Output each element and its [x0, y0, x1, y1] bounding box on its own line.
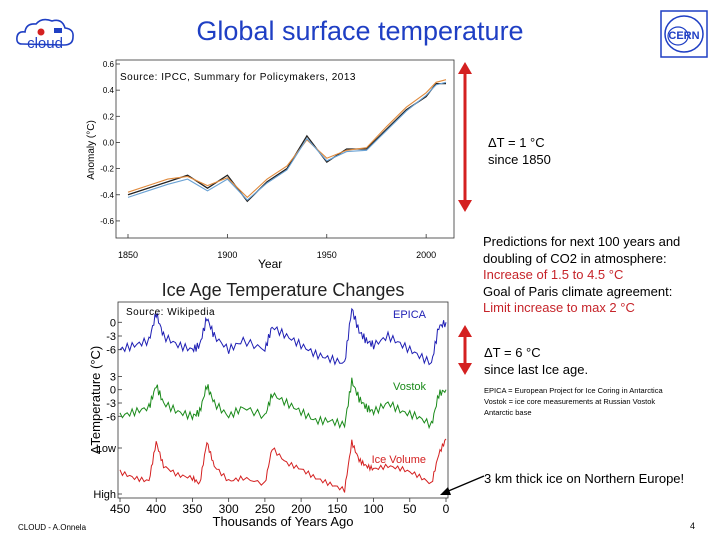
chart1-frame [115, 59, 455, 239]
chart1-y-tick-label: -0.2 [100, 165, 114, 174]
chart1-x-tick-label: 1950 [317, 250, 337, 260]
vostok-series-label: Vostok [393, 381, 427, 393]
ice-thickness-note: 3 km thick ice on Northern Europe! [484, 471, 685, 486]
chart2-series-line [119, 307, 447, 366]
epica-def-line-1: EPICA = European Project for Ice Coring … [484, 386, 663, 395]
chart2-x-ticks: 450 400 350 300 250 200 150 100 50 0 [110, 498, 450, 516]
chart1-y-tick-label: 0.4 [103, 86, 115, 95]
chart2-ylabel: ΔTemperature (°C) [88, 346, 103, 455]
epica-def-line-2: Vostok = ice core measurements at Russia… [484, 397, 656, 406]
cern-logo-text: CERN [668, 30, 699, 42]
delta-2-note: ΔT = 6 °C since last Ice age. [484, 345, 588, 378]
chart2-x-tick-label: 450 [110, 502, 130, 516]
chart2-x-tick-label: 300 [219, 502, 239, 516]
delta-1-note: ΔT = 1 °C since 1850 [488, 135, 551, 168]
chart2-x-tick-label: 150 [327, 502, 347, 516]
chart2-series-line [119, 438, 447, 493]
cloud-logo-text: cloud [27, 35, 63, 52]
page-number: 4 [690, 521, 696, 531]
chart2-y-tick-label: High [93, 489, 116, 501]
chart2-y-tick-label: 0 [110, 317, 116, 329]
chart2-xlabel: Thousands of Years Ago [213, 514, 354, 529]
chart2-y-tick-label: -6 [106, 411, 116, 423]
delta-2-line-2: since last Ice age. [484, 361, 589, 377]
delta-1-arrow [458, 62, 472, 212]
chart1-x-tick-label: 1900 [217, 250, 237, 260]
chart2-source: Source: Wikipedia [126, 307, 216, 318]
epica-series-label: EPICA [393, 309, 427, 321]
chart2-y-tick-label: -3 [106, 398, 116, 410]
chart2-x-tick-label: 400 [146, 502, 166, 516]
chart2-x-tick-label: 100 [364, 502, 384, 516]
predictions-line-1: Predictions for next 100 years and [483, 234, 681, 249]
chart1-x-ticks: 1850 1900 1950 2000 [118, 234, 436, 260]
chart2-y-tick-label: -3 [106, 331, 116, 343]
chart2-y-tick-label: 0 [110, 385, 116, 397]
chart2-x-tick-label: 250 [255, 502, 275, 516]
chart2-x-tick-label: 200 [291, 502, 311, 516]
chart1-series-line [127, 79, 447, 199]
chart1-series [127, 79, 447, 203]
ice-pointer-arrow [440, 475, 485, 495]
cloud-logo: cloud [16, 18, 74, 52]
paris-goal: Goal of Paris climate agreement: [483, 283, 673, 299]
chart2-series-line [119, 377, 447, 430]
ice-age-chart: Ice Age Temperature Changes ΔTemperature… [88, 276, 460, 532]
chart2-y-tick-label: Low [96, 443, 116, 455]
temperature-anomaly-chart: Anomaly (°C) 0.6 0.4 0.2 0.0 -0.2 -0.4 -0.6 18… [86, 58, 456, 268]
predictions-line-2: doubling of CO2 in atmosphere: [483, 250, 667, 266]
chart1-x-tick-label: 1850 [118, 250, 138, 260]
footer-author: CLOUD - A.Onnela [18, 523, 87, 532]
chart1-source: Source: IPCC, Summary for Policymakers, … [120, 72, 356, 83]
predictions-increase: Increase of 1.5 to 4.5 °C [483, 267, 624, 282]
delta-2-line-1: ΔT = 6 °C [484, 345, 541, 360]
chart1-x-tick-label: 2000 [416, 250, 436, 260]
chart1-y-tick-label: 0.6 [103, 60, 115, 69]
chart2-y-tick-label: 3 [110, 371, 116, 383]
epica-definition: EPICA = European Project for Ice Coring … [484, 385, 714, 418]
predictions-note: Predictions for next 100 years and doubl… [483, 234, 713, 317]
paris-limit: Limit increase to max 2 °C [483, 300, 635, 315]
chart2-x-tick-label: 350 [182, 502, 202, 516]
chart1-y-tick-label: 0.0 [103, 138, 115, 147]
chart1-y-ticks: 0.6 0.4 0.2 0.0 -0.2 -0.4 -0.6 [100, 60, 120, 226]
cern-logo: CERN [660, 10, 708, 58]
chart1-y-tick-label: -0.6 [100, 217, 114, 226]
chart1-ylabel: Anomaly (°C) [86, 120, 97, 180]
delta-1-line-1: ΔT = 1 °C [488, 135, 545, 150]
chart1-y-tick-label: 0.2 [103, 112, 115, 121]
ice-volume-series-label: Ice Volume [372, 454, 426, 466]
chart2-y-tick-label: -6 [106, 345, 116, 357]
chart1-series-line [127, 81, 447, 201]
chart2-series [119, 307, 447, 493]
chart2-x-tick-label: 50 [403, 502, 417, 516]
chart2-x-tick-label: 0 [443, 502, 450, 516]
chart1-xlabel: Year [258, 257, 283, 271]
delta-2-arrow [458, 325, 472, 375]
epica-def-line-3: Antarctic base [484, 408, 532, 417]
chart2-title: Ice Age Temperature Changes [162, 280, 405, 300]
slide-title: Global surface temperature [196, 16, 524, 46]
chart1-y-tick-label: -0.4 [100, 191, 114, 200]
delta-1-line-2: since 1850 [488, 151, 551, 167]
